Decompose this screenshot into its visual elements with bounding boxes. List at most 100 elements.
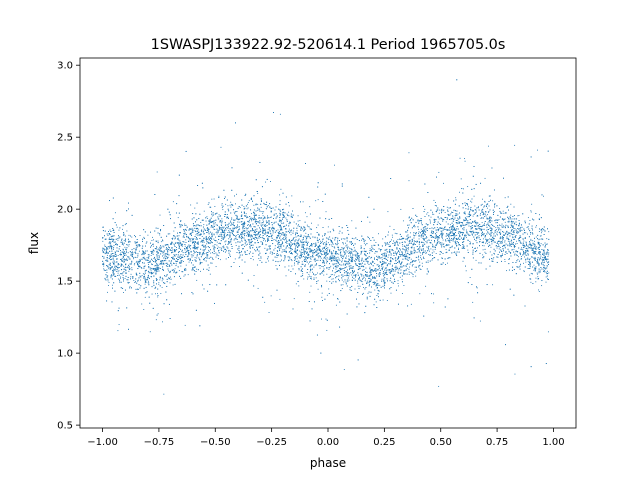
data-point [104, 278, 106, 280]
data-point [228, 249, 230, 251]
data-point [508, 219, 510, 221]
data-point [214, 222, 216, 224]
data-point [131, 236, 133, 238]
data-point [539, 269, 541, 271]
data-point [113, 239, 115, 240]
data-point [546, 252, 548, 254]
data-point [252, 217, 253, 219]
data-point [279, 113, 281, 115]
data-point [525, 258, 527, 260]
data-point [104, 277, 106, 279]
data-point [509, 245, 511, 247]
data-point [307, 255, 309, 256]
data-point [286, 213, 288, 215]
data-point [290, 234, 292, 236]
data-point [118, 270, 120, 272]
data-point [126, 244, 128, 245]
data-point [102, 251, 104, 253]
data-point [232, 227, 234, 229]
data-point [114, 212, 116, 214]
data-point [418, 244, 420, 246]
data-point [293, 242, 295, 244]
data-point [424, 226, 426, 228]
data-point [391, 265, 393, 267]
data-point [173, 230, 175, 232]
data-point [476, 247, 478, 249]
data-point [463, 224, 465, 226]
data-point [331, 251, 332, 253]
data-point [318, 249, 320, 251]
data-point [325, 211, 327, 213]
data-point [142, 273, 144, 275]
data-point [183, 275, 185, 277]
data-point [502, 255, 503, 256]
data-point [181, 251, 183, 253]
data-point [196, 279, 198, 281]
data-point [294, 244, 296, 246]
data-point [518, 238, 519, 240]
data-point [341, 279, 343, 281]
data-point [436, 231, 438, 233]
data-point [278, 247, 280, 249]
data-point [325, 248, 327, 250]
data-point [420, 230, 422, 232]
data-point [437, 243, 439, 245]
data-point [426, 213, 428, 215]
data-point [369, 248, 371, 250]
data-point [389, 241, 391, 243]
data-point [113, 268, 114, 270]
data-point [162, 321, 163, 323]
data-point [504, 241, 506, 243]
data-point [285, 238, 287, 240]
data-point [270, 232, 272, 234]
data-point [398, 269, 400, 271]
data-point [344, 260, 346, 262]
data-point [449, 246, 451, 248]
data-point [487, 145, 489, 147]
data-point [192, 255, 194, 257]
data-point [288, 215, 290, 217]
data-point [253, 204, 255, 206]
data-point [258, 235, 260, 237]
data-point [268, 260, 270, 262]
data-point [426, 240, 428, 242]
data-point [450, 239, 452, 241]
data-point [208, 242, 210, 244]
data-point [392, 264, 393, 266]
data-point [536, 253, 538, 255]
data-point [524, 250, 526, 251]
data-point [321, 254, 322, 256]
data-point [103, 265, 105, 267]
data-point [213, 221, 215, 223]
data-point [246, 235, 248, 237]
data-point [364, 239, 366, 241]
data-point [111, 275, 113, 277]
data-point [221, 203, 223, 205]
data-point [290, 231, 292, 233]
data-point [139, 275, 141, 277]
data-point [489, 244, 491, 246]
data-point [247, 202, 249, 204]
data-point [232, 224, 234, 225]
data-point [140, 279, 141, 281]
data-point [152, 236, 153, 238]
data-point [508, 258, 510, 260]
data-point [382, 253, 383, 255]
data-point [194, 230, 196, 232]
data-point [279, 209, 281, 211]
data-point [192, 238, 194, 240]
data-point [197, 235, 199, 237]
data-point [345, 261, 347, 263]
data-point [309, 271, 311, 273]
data-point [317, 288, 319, 290]
data-point [541, 258, 543, 260]
data-point [434, 202, 436, 203]
data-point [330, 239, 332, 241]
data-point [180, 244, 182, 246]
data-point [498, 248, 500, 250]
data-point [263, 203, 265, 205]
data-point [307, 241, 309, 243]
data-point [203, 233, 205, 235]
data-point [200, 221, 202, 223]
data-point [147, 257, 149, 259]
